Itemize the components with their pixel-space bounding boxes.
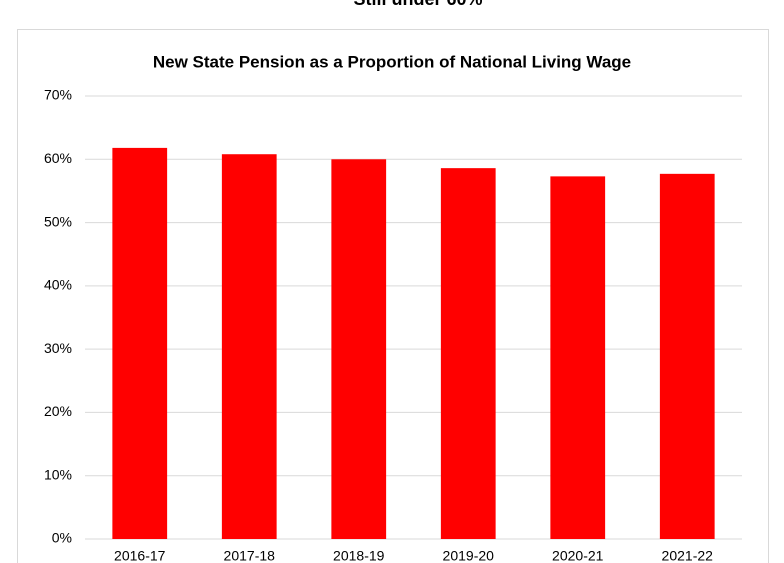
x-tick-label: 2016-17 [114,548,166,563]
heading: Still under 60% [353,0,482,9]
y-tick-label: 30% [44,340,72,356]
y-tick-label: 20% [44,403,72,419]
bar [221,154,277,540]
y-tick-label: 60% [44,150,72,166]
bar [440,168,496,539]
x-tick-label: 2021-22 [662,548,714,563]
bar [659,173,715,539]
bar [550,176,606,539]
y-tick-label: 50% [44,213,72,229]
y-tick-label: 0% [52,530,72,546]
y-tick-label: 40% [44,277,72,293]
x-tick-label: 2017-18 [224,548,276,563]
bar [331,159,387,540]
chart-title: New State Pension as a Proportion of Nat… [153,52,631,71]
bar [112,147,168,539]
y-tick-label: 70% [44,87,72,103]
x-tick-label: 2019-20 [443,548,495,563]
x-tick-label: 2020-21 [552,548,604,563]
y-tick-label: 10% [44,466,72,482]
x-tick-label: 2018-19 [333,548,385,563]
